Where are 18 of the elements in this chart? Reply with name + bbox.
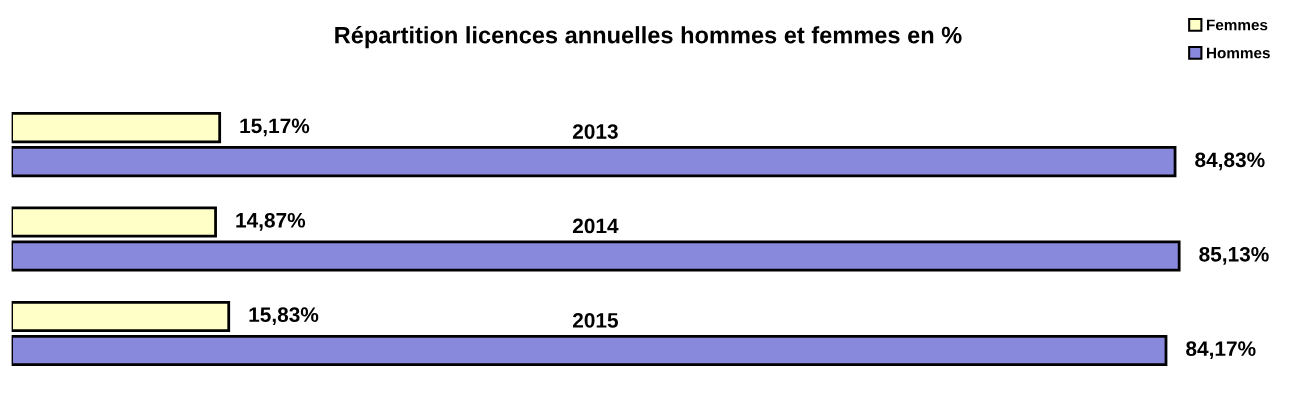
data-label: 84,83% [1195,152,1265,171]
bar [11,146,1177,178]
bar [11,334,1168,367]
y-tick-label: 2013 [572,124,618,139]
data-label: 85,13% [1199,246,1269,265]
data-label: 15,83% [249,307,319,326]
y-tick-label: 2014 [572,218,619,234]
bar [11,112,222,144]
data-label: 15,17% [240,118,310,137]
legend-label: Femmes [1206,19,1268,31]
data-label: 14,87% [236,212,306,231]
y-tick-label: 2015 [572,312,618,328]
legend-label: Hommes [1206,47,1270,59]
bar [11,240,1181,272]
data-label: 84,17% [1186,341,1256,360]
bar [11,206,217,238]
bar [11,300,231,333]
chart-title: Répartition licences annuelles hommes et femmes en % [335,25,962,49]
